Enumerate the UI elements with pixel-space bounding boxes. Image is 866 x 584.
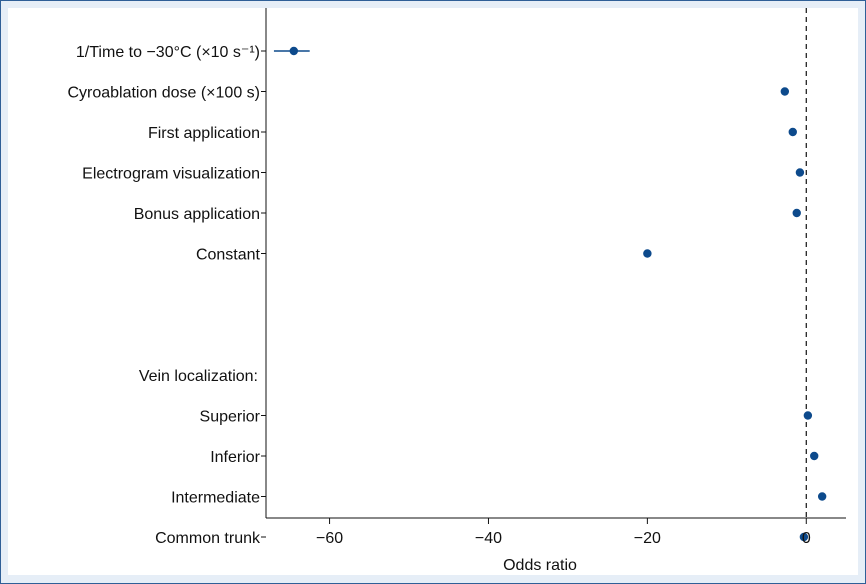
row-label: 1/Time to −30°C (×10 s⁻¹)	[76, 44, 260, 61]
estimate-point	[799, 532, 809, 542]
x-axis: −60 −40 −20 0	[266, 517, 846, 547]
row-labels: 1/Time to −30°C (×10 s⁻¹) Cyroablation do…	[67, 8, 267, 547]
chart-panel	[8, 8, 858, 575]
group-header-label: Vein localization:	[139, 368, 258, 385]
estimate-point	[817, 492, 827, 501]
row-label: Superior	[200, 409, 261, 426]
row-label: Inferior	[210, 449, 260, 466]
estimate-point	[792, 208, 801, 218]
x-tick-label: −60	[316, 530, 343, 547]
plot-area	[273, 8, 827, 542]
estimate-point	[795, 168, 805, 177]
x-tick-label: 0	[802, 530, 811, 547]
row-label: Bonus application	[134, 206, 260, 223]
x-tick-label: −20	[634, 530, 661, 547]
estimate-point	[643, 249, 652, 258]
row-label: First application	[148, 125, 260, 142]
row-label: Electrogram visualization	[82, 166, 260, 183]
estimate-point	[780, 87, 790, 96]
estimate-point	[289, 46, 299, 56]
estimate-point	[810, 451, 819, 461]
row-label: Intermediate	[171, 490, 260, 507]
estimate-point	[788, 127, 797, 137]
row-label: Common trunk	[155, 530, 261, 547]
estimate-point	[803, 411, 813, 420]
x-axis-label: Odds ratio	[503, 557, 577, 574]
x-tick-label: −40	[475, 530, 502, 547]
row-label: Constant	[196, 247, 261, 264]
row-label: Cyroablation dose (×100 s)	[67, 85, 260, 102]
